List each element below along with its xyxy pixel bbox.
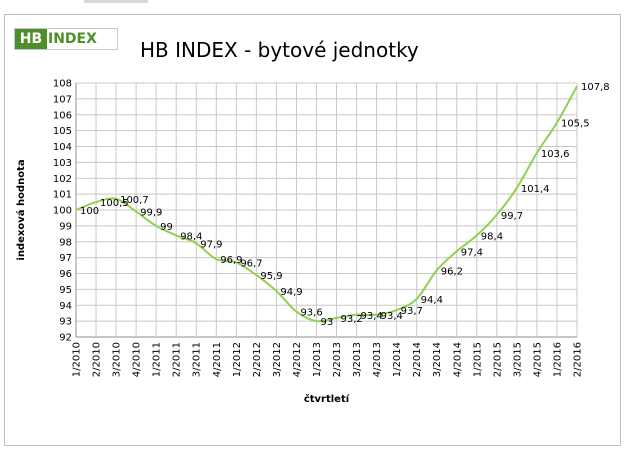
x-tick-label: 2/2012 xyxy=(252,342,263,377)
x-tick-label: 1/2015 xyxy=(472,342,483,377)
grid-lines xyxy=(75,82,578,338)
y-tick-label: 101 xyxy=(53,190,72,201)
x-tick-label: 4/2014 xyxy=(452,342,463,377)
y-tick-label: 97 xyxy=(59,253,72,264)
data-label: 97,4 xyxy=(461,247,483,258)
x-tick-label: 4/2013 xyxy=(372,342,383,377)
y-tick-label: 93 xyxy=(59,317,72,328)
x-axis-ticks: 1/2010 2/2010 3/2010 4/2010 1/2011 2/2011 3/20… xyxy=(72,342,584,377)
data-label: 98,4 xyxy=(180,231,202,242)
data-label: 99,7 xyxy=(501,211,523,222)
x-tick-label: 4/2012 xyxy=(292,342,303,377)
data-label: 100,5 xyxy=(100,198,129,209)
data-label: 98,4 xyxy=(481,231,503,242)
y-tick-label: 105 xyxy=(53,126,72,137)
data-label: 100,7 xyxy=(120,195,149,206)
data-label: 94,9 xyxy=(280,287,302,298)
chart-title: HB INDEX - bytové jednotky xyxy=(140,38,419,62)
y-tick-label: 103 xyxy=(53,158,72,169)
y-tick-label: 106 xyxy=(53,110,72,121)
x-tick-label: 3/2014 xyxy=(432,342,443,377)
x-tick-label: 4/2015 xyxy=(532,342,543,377)
x-tick-label: 2/2011 xyxy=(172,342,183,377)
x-tick-label: 1/2012 xyxy=(232,342,243,377)
data-label: 93,2 xyxy=(341,314,363,325)
logo-hb-text: HB xyxy=(15,29,47,49)
data-label: 100 xyxy=(80,206,99,217)
x-tick-label: 1/2016 xyxy=(552,342,563,377)
y-tick-label: 96 xyxy=(59,269,72,280)
x-tick-label: 2/2015 xyxy=(492,342,503,377)
x-tick-label: 3/2013 xyxy=(352,342,363,377)
x-tick-label: 3/2010 xyxy=(112,342,123,377)
logo-index-text: INDEX xyxy=(48,31,97,47)
y-tick-label: 104 xyxy=(53,142,72,153)
x-tick-label: 1/2013 xyxy=(312,342,323,377)
data-label: 93,6 xyxy=(300,308,322,319)
x-tick-label: 2/2013 xyxy=(332,342,343,377)
y-tick-label: 107 xyxy=(53,94,72,105)
x-tick-label: 2/2010 xyxy=(92,342,103,377)
chart-frame xyxy=(4,14,621,446)
data-label: 95,9 xyxy=(260,271,282,282)
x-tick-label: 4/2011 xyxy=(212,342,223,377)
data-label: 105,5 xyxy=(561,119,590,130)
x-tick-label: 1/2014 xyxy=(392,342,403,377)
data-label: 93,4 xyxy=(381,311,403,322)
y-axis-label: indexová hodnota xyxy=(15,159,27,260)
data-label: 94,4 xyxy=(421,295,443,306)
y-axis-ticks: 92 93 94 95 96 97 98 99 100 101 102 103 104 105 106 107… xyxy=(53,79,72,344)
x-tick-label: 2/2016 xyxy=(573,342,584,377)
y-tick-label: 95 xyxy=(59,285,72,296)
x-axis-label: čtvrtletí xyxy=(304,393,350,405)
y-tick-label: 108 xyxy=(53,79,72,90)
x-tick-label: 3/2012 xyxy=(272,342,283,377)
data-label: 107,8 xyxy=(581,82,610,93)
data-label: 99,9 xyxy=(140,208,162,219)
data-label: 96,9 xyxy=(220,255,242,266)
data-label: 93,7 xyxy=(401,306,423,317)
data-label: 97,9 xyxy=(200,239,222,250)
y-tick-label: 102 xyxy=(53,174,72,185)
x-tick-label: 2/2014 xyxy=(412,342,423,377)
data-label: 96,2 xyxy=(441,266,463,277)
data-label: 101,4 xyxy=(521,184,550,195)
data-label: 99 xyxy=(160,222,173,233)
hb-index-logo: HB INDEX xyxy=(14,28,118,50)
data-label: 103,6 xyxy=(541,149,570,160)
x-tick-label: 1/2011 xyxy=(152,342,163,377)
x-tick-label: 3/2011 xyxy=(192,342,203,377)
data-label: 93,4 xyxy=(361,311,383,322)
data-labels: 100100,5100,799,99998,497,996,996,795,99… xyxy=(80,82,610,328)
x-tick-label: 3/2015 xyxy=(512,342,523,377)
x-tick-label: 4/2010 xyxy=(132,342,143,377)
y-tick-label: 94 xyxy=(59,301,72,312)
series-line xyxy=(75,85,578,323)
data-label: 93 xyxy=(320,317,333,328)
data-label: 96,7 xyxy=(240,258,262,269)
top-strip xyxy=(84,0,148,3)
y-tick-label: 92 xyxy=(59,333,72,344)
x-tick-label: 1/2010 xyxy=(72,342,83,377)
y-tick-label: 99 xyxy=(59,221,72,232)
y-tick-label: 100 xyxy=(53,206,72,217)
y-tick-label: 98 xyxy=(59,237,72,248)
